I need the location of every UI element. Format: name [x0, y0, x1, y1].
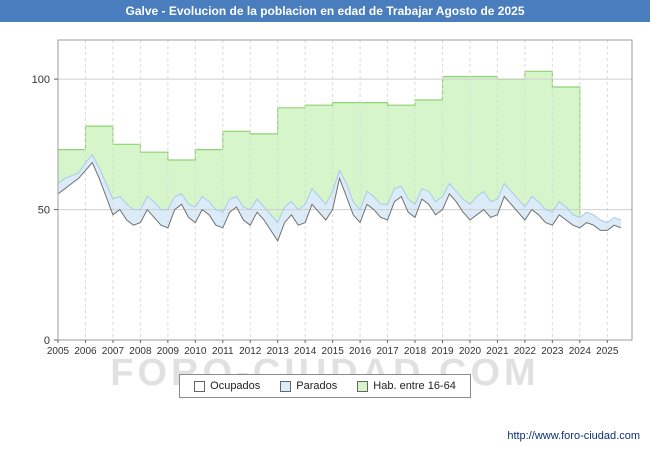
parados-line — [57, 153, 622, 224]
legend-label-parados: Parados — [296, 380, 338, 392]
x-tick-label: 2023 — [541, 346, 564, 357]
x-tick-label: 2006 — [74, 346, 97, 357]
y-tick-label: 50 — [38, 205, 50, 217]
legend-item-ocupados: Ocupados — [194, 380, 260, 392]
x-tick-label: 2010 — [184, 346, 207, 357]
x-tick-label: 2012 — [239, 346, 262, 357]
x-tick-label: 2013 — [267, 346, 290, 357]
x-tick-label: 2005 — [47, 346, 70, 357]
y-tick-label: 100 — [32, 74, 50, 86]
x-tick-label: 2009 — [157, 346, 180, 357]
plot-border — [57, 39, 633, 341]
x-tick-label: 2024 — [569, 346, 592, 357]
x-tick-label: 2022 — [514, 346, 537, 357]
x-tick-label: 2015 — [322, 346, 345, 357]
x-tick-label: 2019 — [431, 346, 454, 357]
legend-item-parados: Parados — [280, 380, 337, 392]
ocupados-area — [58, 162, 621, 340]
x-tick-label: 2007 — [102, 346, 125, 357]
legend-swatch-hab — [357, 380, 369, 392]
ocupados-line — [57, 161, 622, 242]
chart-title: Galve - Evolucion de la poblacion en eda… — [125, 4, 525, 18]
x-tick-label: 2017 — [376, 346, 399, 357]
x-tick-label: 2011 — [212, 346, 234, 357]
legend-swatch-parados — [280, 380, 292, 392]
y-tick-label: 0 — [44, 335, 50, 347]
x-tick-label: 2025 — [596, 346, 619, 357]
x-tick-label: 2021 — [486, 346, 509, 357]
x-tick-label: 2008 — [129, 346, 152, 357]
legend-label-ocupados: Ocupados — [210, 380, 261, 392]
x-tick-label: 2016 — [349, 346, 372, 357]
x-tick-label: 2020 — [459, 346, 482, 357]
legend-swatch-ocupados — [194, 380, 206, 392]
x-tick-label: 2014 — [294, 346, 317, 357]
chart-canvas: 2005 2006 2007 2008 2009 2010 2011 2012 2013 2014… — [32, 39, 633, 357]
source-url: http://www.foro-ciudad.com — [507, 430, 640, 442]
title-bar: Galve - Evolucion de la poblacion en eda… — [0, 0, 650, 22]
legend-box: Ocupados Parados Hab. entre 16-64 — [179, 374, 471, 398]
chart-legend: Ocupados Parados Hab. entre 16-64 — [0, 374, 650, 398]
legend-item-hab: Hab. entre 16-64 — [357, 380, 456, 392]
legend-label-hab: Hab. entre 16-64 — [373, 380, 456, 392]
x-tick-label: 2018 — [404, 346, 427, 357]
